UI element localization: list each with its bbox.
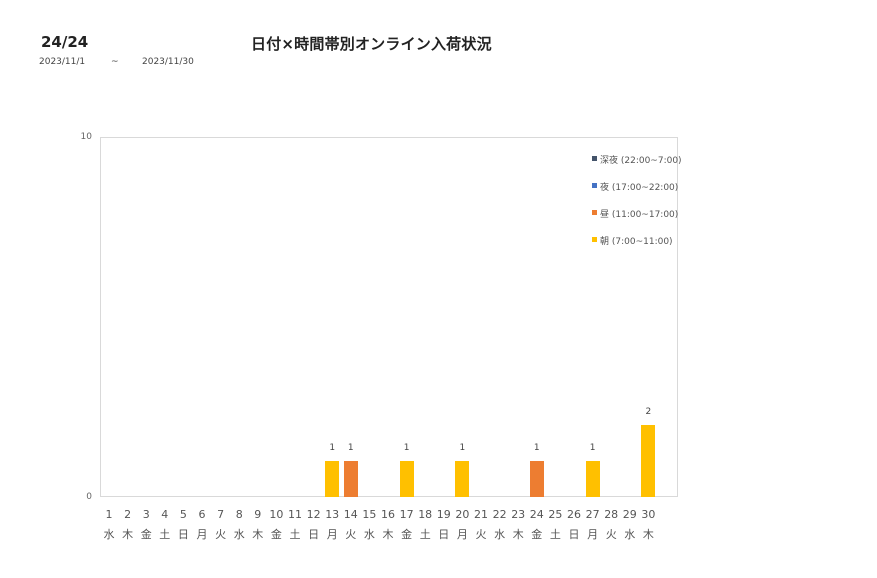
legend-item-late-night: 深夜 (22:00~7:00) xyxy=(592,153,682,180)
bar-segment xyxy=(325,461,340,497)
x-tick-day: 30 xyxy=(641,508,656,521)
x-tick-weekday: 水 xyxy=(363,528,375,541)
legend-swatch-daytime xyxy=(592,210,597,215)
x-tick-weekday: 木 xyxy=(642,528,654,541)
bar-segment xyxy=(455,461,470,497)
x-tick-weekday: 木 xyxy=(512,528,524,541)
bar-segment xyxy=(585,461,600,497)
legend-swatch-late-night xyxy=(592,156,597,161)
x-tick-weekday: 金 xyxy=(531,528,543,541)
x-tick-weekday: 木 xyxy=(252,528,264,541)
x-tick-weekday: 水 xyxy=(103,528,115,541)
legend-label: 夜 (17:00~22:00) xyxy=(600,183,679,193)
page-number: 24/24 xyxy=(41,33,89,51)
x-tick-weekday: 日 xyxy=(438,528,450,541)
x-tick-day: 12 xyxy=(306,508,321,521)
x-tick-weekday: 土 xyxy=(289,528,301,541)
bar-segment xyxy=(399,461,414,497)
date-to: 2023/11/30 xyxy=(142,57,194,67)
x-tick-weekday: 火 xyxy=(475,528,487,541)
bar-value-label: 1 xyxy=(403,443,410,453)
legend: 深夜 (22:00~7:00) 夜 (17:00~22:00) 昼 (11:00… xyxy=(592,153,682,261)
x-tick-day: 27 xyxy=(585,508,600,521)
x-tick-day: 2 xyxy=(124,508,132,521)
legend-swatch-night xyxy=(592,183,597,188)
x-tick-day: 14 xyxy=(343,508,358,521)
legend-item-morning: 朝 (7:00~11:00) xyxy=(592,234,682,261)
x-tick-weekday: 水 xyxy=(233,528,245,541)
x-tick-weekday: 火 xyxy=(605,528,617,541)
chart-title: 日付×時間帯別オンライン入荷状況 xyxy=(251,35,492,53)
bar-segment xyxy=(641,425,656,497)
bar-value-label: 1 xyxy=(589,443,596,453)
y-tick-zero: 0 xyxy=(86,492,92,502)
legend-item-night: 夜 (17:00~22:00) xyxy=(592,180,682,207)
x-tick-weekday: 木 xyxy=(382,528,394,541)
x-tick-day: 11 xyxy=(288,508,302,521)
bar-segment xyxy=(343,461,358,497)
x-tick-day: 21 xyxy=(474,508,488,521)
x-tick-weekday: 日 xyxy=(177,528,189,541)
x-tick-day: 6 xyxy=(198,508,206,521)
legend-label: 昼 (11:00~17:00) xyxy=(600,210,679,220)
x-tick-day: 8 xyxy=(235,508,243,521)
x-tick-weekday: 金 xyxy=(140,528,152,541)
bar-segment xyxy=(529,461,544,497)
x-tick-day: 24 xyxy=(529,508,544,521)
legend-item-daytime: 昼 (11:00~17:00) xyxy=(592,207,682,234)
x-tick-weekday: 火 xyxy=(345,528,357,541)
x-tick-weekday: 水 xyxy=(494,528,506,541)
x-tick-weekday: 土 xyxy=(159,528,171,541)
x-tick-weekday: 日 xyxy=(568,528,580,541)
x-tick-day: 19 xyxy=(436,508,451,521)
x-tick-weekday: 木 xyxy=(122,528,134,541)
x-tick-day: 16 xyxy=(381,508,395,521)
x-tick-weekday: 土 xyxy=(419,528,431,541)
x-tick-weekday: 日 xyxy=(308,528,320,541)
x-tick-day: 22 xyxy=(492,508,507,521)
x-tick-day: 23 xyxy=(511,508,526,521)
x-tick-day: 25 xyxy=(548,508,563,521)
x-tick-day: 26 xyxy=(567,508,581,521)
x-tick-weekday: 土 xyxy=(549,528,561,541)
date-from: 2023/11/1 xyxy=(39,57,86,67)
y-tick-max: 10 xyxy=(80,132,92,142)
x-tick-day: 5 xyxy=(179,508,187,521)
x-tick-weekday: 金 xyxy=(401,528,413,541)
x-tick-day: 10 xyxy=(269,508,284,521)
legend-label: 朝 (7:00~11:00) xyxy=(600,237,673,247)
x-tick-day: 29 xyxy=(622,508,637,521)
bar-value-label: 1 xyxy=(459,443,466,453)
x-tick-day: 7 xyxy=(217,508,225,521)
x-tick-day: 28 xyxy=(604,508,619,521)
x-tick-day: 3 xyxy=(142,508,150,521)
x-tick-day: 17 xyxy=(399,508,414,521)
x-tick-weekday: 金 xyxy=(270,528,282,541)
x-tick-weekday: 月 xyxy=(587,528,599,541)
x-tick-weekday: 水 xyxy=(624,528,636,541)
legend-label: 深夜 (22:00~7:00) xyxy=(600,156,682,166)
bar-value-label: 2 xyxy=(645,407,652,417)
x-tick-weekday: 月 xyxy=(456,528,468,541)
x-tick-day: 18 xyxy=(418,508,433,521)
x-tick-day: 15 xyxy=(362,508,377,521)
x-tick-day: 1 xyxy=(105,508,113,521)
bar-value-label: 1 xyxy=(533,443,540,453)
x-tick-day: 13 xyxy=(325,508,340,521)
bar-value-label: 1 xyxy=(329,443,336,453)
x-tick-weekday: 月 xyxy=(326,528,338,541)
bar-value-label: 1 xyxy=(347,443,354,453)
x-tick-weekday: 火 xyxy=(215,528,227,541)
legend-swatch-morning xyxy=(592,237,597,242)
x-tick-day: 20 xyxy=(455,508,470,521)
date-separator: ~ xyxy=(111,57,119,67)
plot-area xyxy=(100,137,678,497)
x-tick-day: 4 xyxy=(161,508,169,521)
x-tick-day: 9 xyxy=(254,508,262,521)
x-tick-weekday: 月 xyxy=(196,528,208,541)
